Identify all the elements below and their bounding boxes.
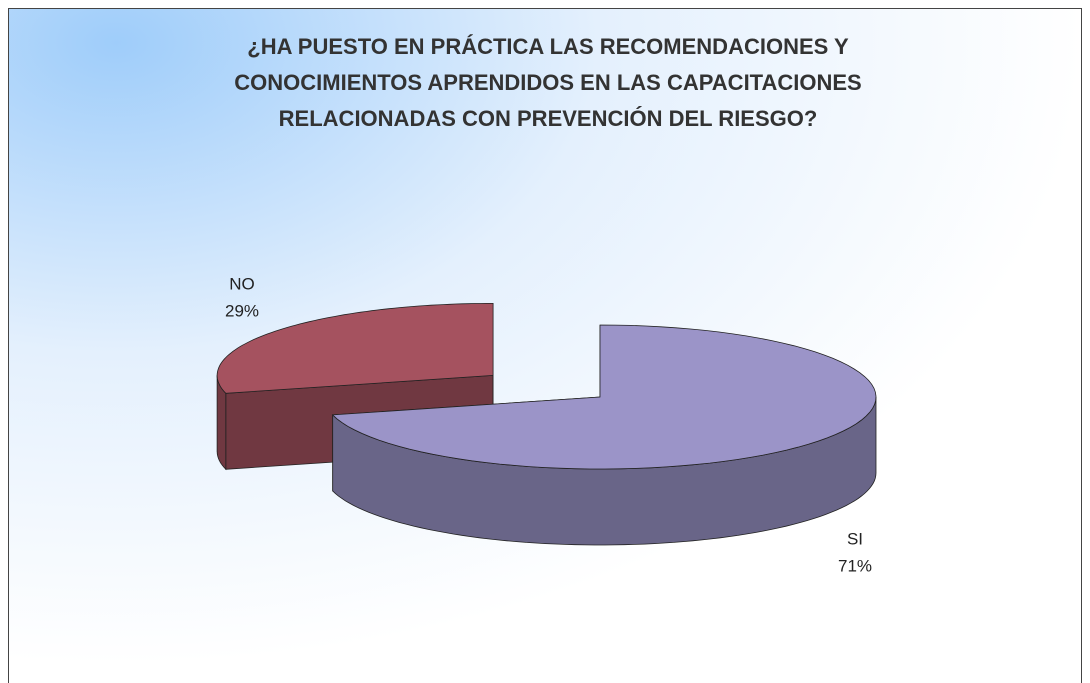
slice-category-label: SI xyxy=(847,529,863,548)
chart-title: ¿HA PUESTO EN PRÁCTICA LAS RECOMENDACION… xyxy=(247,34,849,59)
slice xyxy=(216,303,494,394)
slice-value-label: 71% xyxy=(838,556,872,575)
slice xyxy=(331,324,877,470)
chart-frame xyxy=(8,8,1082,683)
chart-title: CONOCIMIENTOS APRENDIDOS EN LAS CAPACITA… xyxy=(234,70,861,95)
slice-category-label: NO xyxy=(229,274,255,293)
chart-title: RELACIONADAS CON PREVENCIÓN DEL RIESGO? xyxy=(279,106,818,131)
slice-value-label: 29% xyxy=(225,301,259,320)
